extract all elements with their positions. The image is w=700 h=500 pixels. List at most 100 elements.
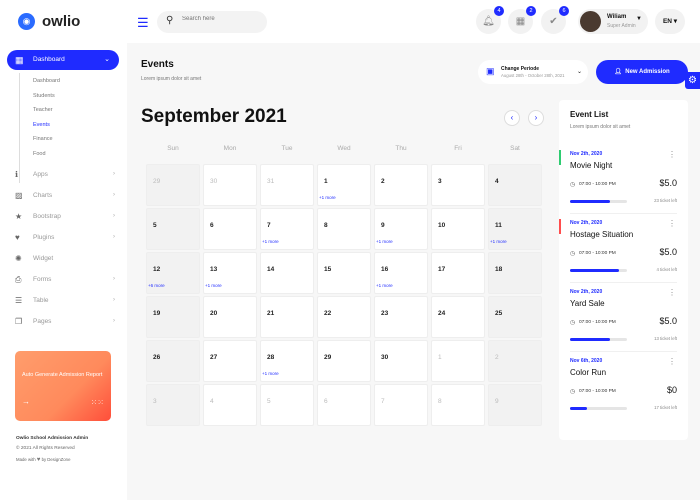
tickets-left: 17 ticket left	[654, 405, 677, 410]
calendar-day[interactable]: 4	[488, 164, 542, 206]
ticket-progress-fill	[570, 407, 588, 410]
event-item[interactable]: Nov 2th, 2020 ⋮ Movie Night ◷ 07:00 - 10:00 …	[559, 150, 688, 219]
search-input[interactable]	[182, 16, 262, 22]
calendar-day[interactable]: 8	[317, 208, 371, 250]
more-events-link[interactable]: +1 more	[205, 283, 222, 288]
calendar-day[interactable]: 7 +1 more	[260, 208, 314, 250]
messages-button[interactable]: ✔ 6	[541, 6, 569, 34]
more-options-icon[interactable]: ⋮	[668, 150, 676, 159]
gear-icon[interactable]: ⚙	[685, 72, 700, 89]
arrow-right-icon[interactable]: →	[22, 397, 30, 406]
day-number: 22	[324, 310, 332, 317]
calendar-day[interactable]: 1 +1 more	[317, 164, 371, 206]
sidebar-item-table[interactable]: ☰ Table ›	[15, 296, 115, 308]
more-options-icon[interactable]: ⋮	[668, 357, 676, 366]
user-name: Wiliam	[607, 14, 627, 20]
calendar-day[interactable]: 2	[488, 340, 542, 382]
submenu-item-teacher[interactable]: Teacher	[33, 107, 53, 114]
sidebar-item-bootstrap[interactable]: ★ Bootstrap ›	[15, 212, 115, 224]
calendar-day[interactable]: 15	[317, 252, 371, 294]
day-number: 9	[381, 222, 385, 229]
calendar-day[interactable]: 17	[431, 252, 485, 294]
language-selector[interactable]: EN ▾	[655, 9, 685, 34]
more-events-link[interactable]: +1 more	[376, 239, 393, 244]
calendar-day[interactable]: 3	[431, 164, 485, 206]
footer-copyright: © 2021 All Rights Reserved	[16, 446, 75, 451]
day-number: 10	[438, 222, 446, 229]
event-item[interactable]: Nov 2th, 2020 ⋮ Hostage Situation ◷ 07:00 - …	[559, 219, 688, 288]
calendar-day[interactable]: 28 +1 more	[260, 340, 314, 382]
calendar-day[interactable]: 10	[431, 208, 485, 250]
calendar-day[interactable]: 20	[203, 296, 257, 338]
promo-card[interactable]: Auto Generate Admission Report → ⁙⁙	[15, 351, 111, 421]
calendar-day[interactable]: 3	[146, 384, 200, 426]
new-admission-button[interactable]: 👤︎ New Admission	[596, 60, 688, 84]
calendar-day[interactable]: 31	[260, 164, 314, 206]
event-item[interactable]: Nov 2th, 2020 ⋮ Yard Sale ◷ 07:00 - 10:00 PM…	[559, 288, 688, 357]
calendar-day[interactable]: 13 +1 more	[203, 252, 257, 294]
submenu-item-dashboard[interactable]: Dashboard	[33, 78, 60, 84]
calendar-day[interactable]: 25	[488, 296, 542, 338]
sidebar-item-charts[interactable]: ▨ Charts ›	[15, 191, 115, 203]
submenu-item-students[interactable]: Students	[33, 92, 55, 99]
more-events-link[interactable]: +6 more	[148, 283, 165, 288]
calendar-day[interactable]: 22	[317, 296, 371, 338]
more-options-icon[interactable]: ⋮	[668, 219, 676, 228]
calendar-day[interactable]: 8	[431, 384, 485, 426]
sidebar-item-pages[interactable]: ❐ Pages ›	[15, 317, 115, 329]
calendar-day[interactable]: 4	[203, 384, 257, 426]
more-events-link[interactable]: +1 more	[490, 239, 507, 244]
event-price: $5.0	[659, 247, 677, 257]
calendar-day[interactable]: 5	[260, 384, 314, 426]
prev-month-button[interactable]: ‹	[504, 110, 520, 126]
calendar-day[interactable]: 1	[431, 340, 485, 382]
gifts-button[interactable]: ▦ 2	[508, 6, 536, 34]
submenu-item-food[interactable]: Food	[33, 151, 46, 157]
sidebar-item-plugins[interactable]: ♥ Plugins ›	[15, 233, 115, 245]
more-events-link[interactable]: +1 more	[262, 239, 279, 244]
submenu-item-finance[interactable]: Finance	[33, 136, 53, 143]
menu-toggle-icon[interactable]: ☰	[137, 15, 149, 30]
calendar-day[interactable]: 9	[488, 384, 542, 426]
page-title: Events	[141, 59, 174, 70]
calendar-day[interactable]: 6	[203, 208, 257, 250]
calendar-day[interactable]: 11 +1 more	[488, 208, 542, 250]
more-options-icon[interactable]: ⋮	[668, 288, 676, 297]
change-period-dropdown[interactable]: ▣ Change Periode August 28th - October 2…	[478, 60, 588, 84]
calendar-day[interactable]: 29	[317, 340, 371, 382]
notifications-button[interactable]: 🔔︎ 4	[476, 6, 504, 34]
more-events-link[interactable]: +1 more	[319, 195, 336, 200]
calendar-day[interactable]: 26	[146, 340, 200, 382]
calendar-day[interactable]: 27	[203, 340, 257, 382]
next-month-button[interactable]: ›	[528, 110, 544, 126]
calendar-day[interactable]: 29	[146, 164, 200, 206]
language-label: EN	[662, 18, 672, 25]
calendar-day[interactable]: 14	[260, 252, 314, 294]
calendar-day[interactable]: 23	[374, 296, 428, 338]
sidebar-item-apps[interactable]: ℹ Apps ›	[15, 170, 115, 182]
calendar-day[interactable]: 30	[203, 164, 257, 206]
calendar-day[interactable]: 7	[374, 384, 428, 426]
calendar-day[interactable]: 19	[146, 296, 200, 338]
more-events-link[interactable]: +1 more	[376, 283, 393, 288]
calendar-day[interactable]: 24	[431, 296, 485, 338]
calendar-day[interactable]: 2	[374, 164, 428, 206]
event-item[interactable]: Nov 6th, 2020 ⋮ Color Run ◷ 07:00 - 10:00 PM…	[559, 357, 688, 426]
calendar-day[interactable]: 12 +6 more	[146, 252, 200, 294]
day-number: 16	[381, 266, 389, 273]
user-menu[interactable]: Wiliam Super Admin ▼	[578, 9, 648, 34]
submenu-item-events[interactable]: Events	[33, 121, 50, 128]
calendar-day[interactable]: 21	[260, 296, 314, 338]
calendar-day[interactable]: 9 +1 more	[374, 208, 428, 250]
sidebar-item-forms[interactable]: ⎙ Forms ›	[15, 275, 115, 287]
sidebar-item-dashboard[interactable]: ▦ Dashboard ⌄	[7, 50, 119, 70]
more-events-link[interactable]: +1 more	[262, 371, 279, 376]
day-number: 9	[495, 398, 499, 405]
calendar-day[interactable]: 30	[374, 340, 428, 382]
calendar-day[interactable]: 18	[488, 252, 542, 294]
by-text: by DesignZone	[41, 457, 71, 462]
calendar-day[interactable]: 16 +1 more	[374, 252, 428, 294]
sidebar-item-widget[interactable]: ✺ Widget	[15, 254, 115, 266]
calendar-day[interactable]: 5	[146, 208, 200, 250]
calendar-day[interactable]: 6	[317, 384, 371, 426]
